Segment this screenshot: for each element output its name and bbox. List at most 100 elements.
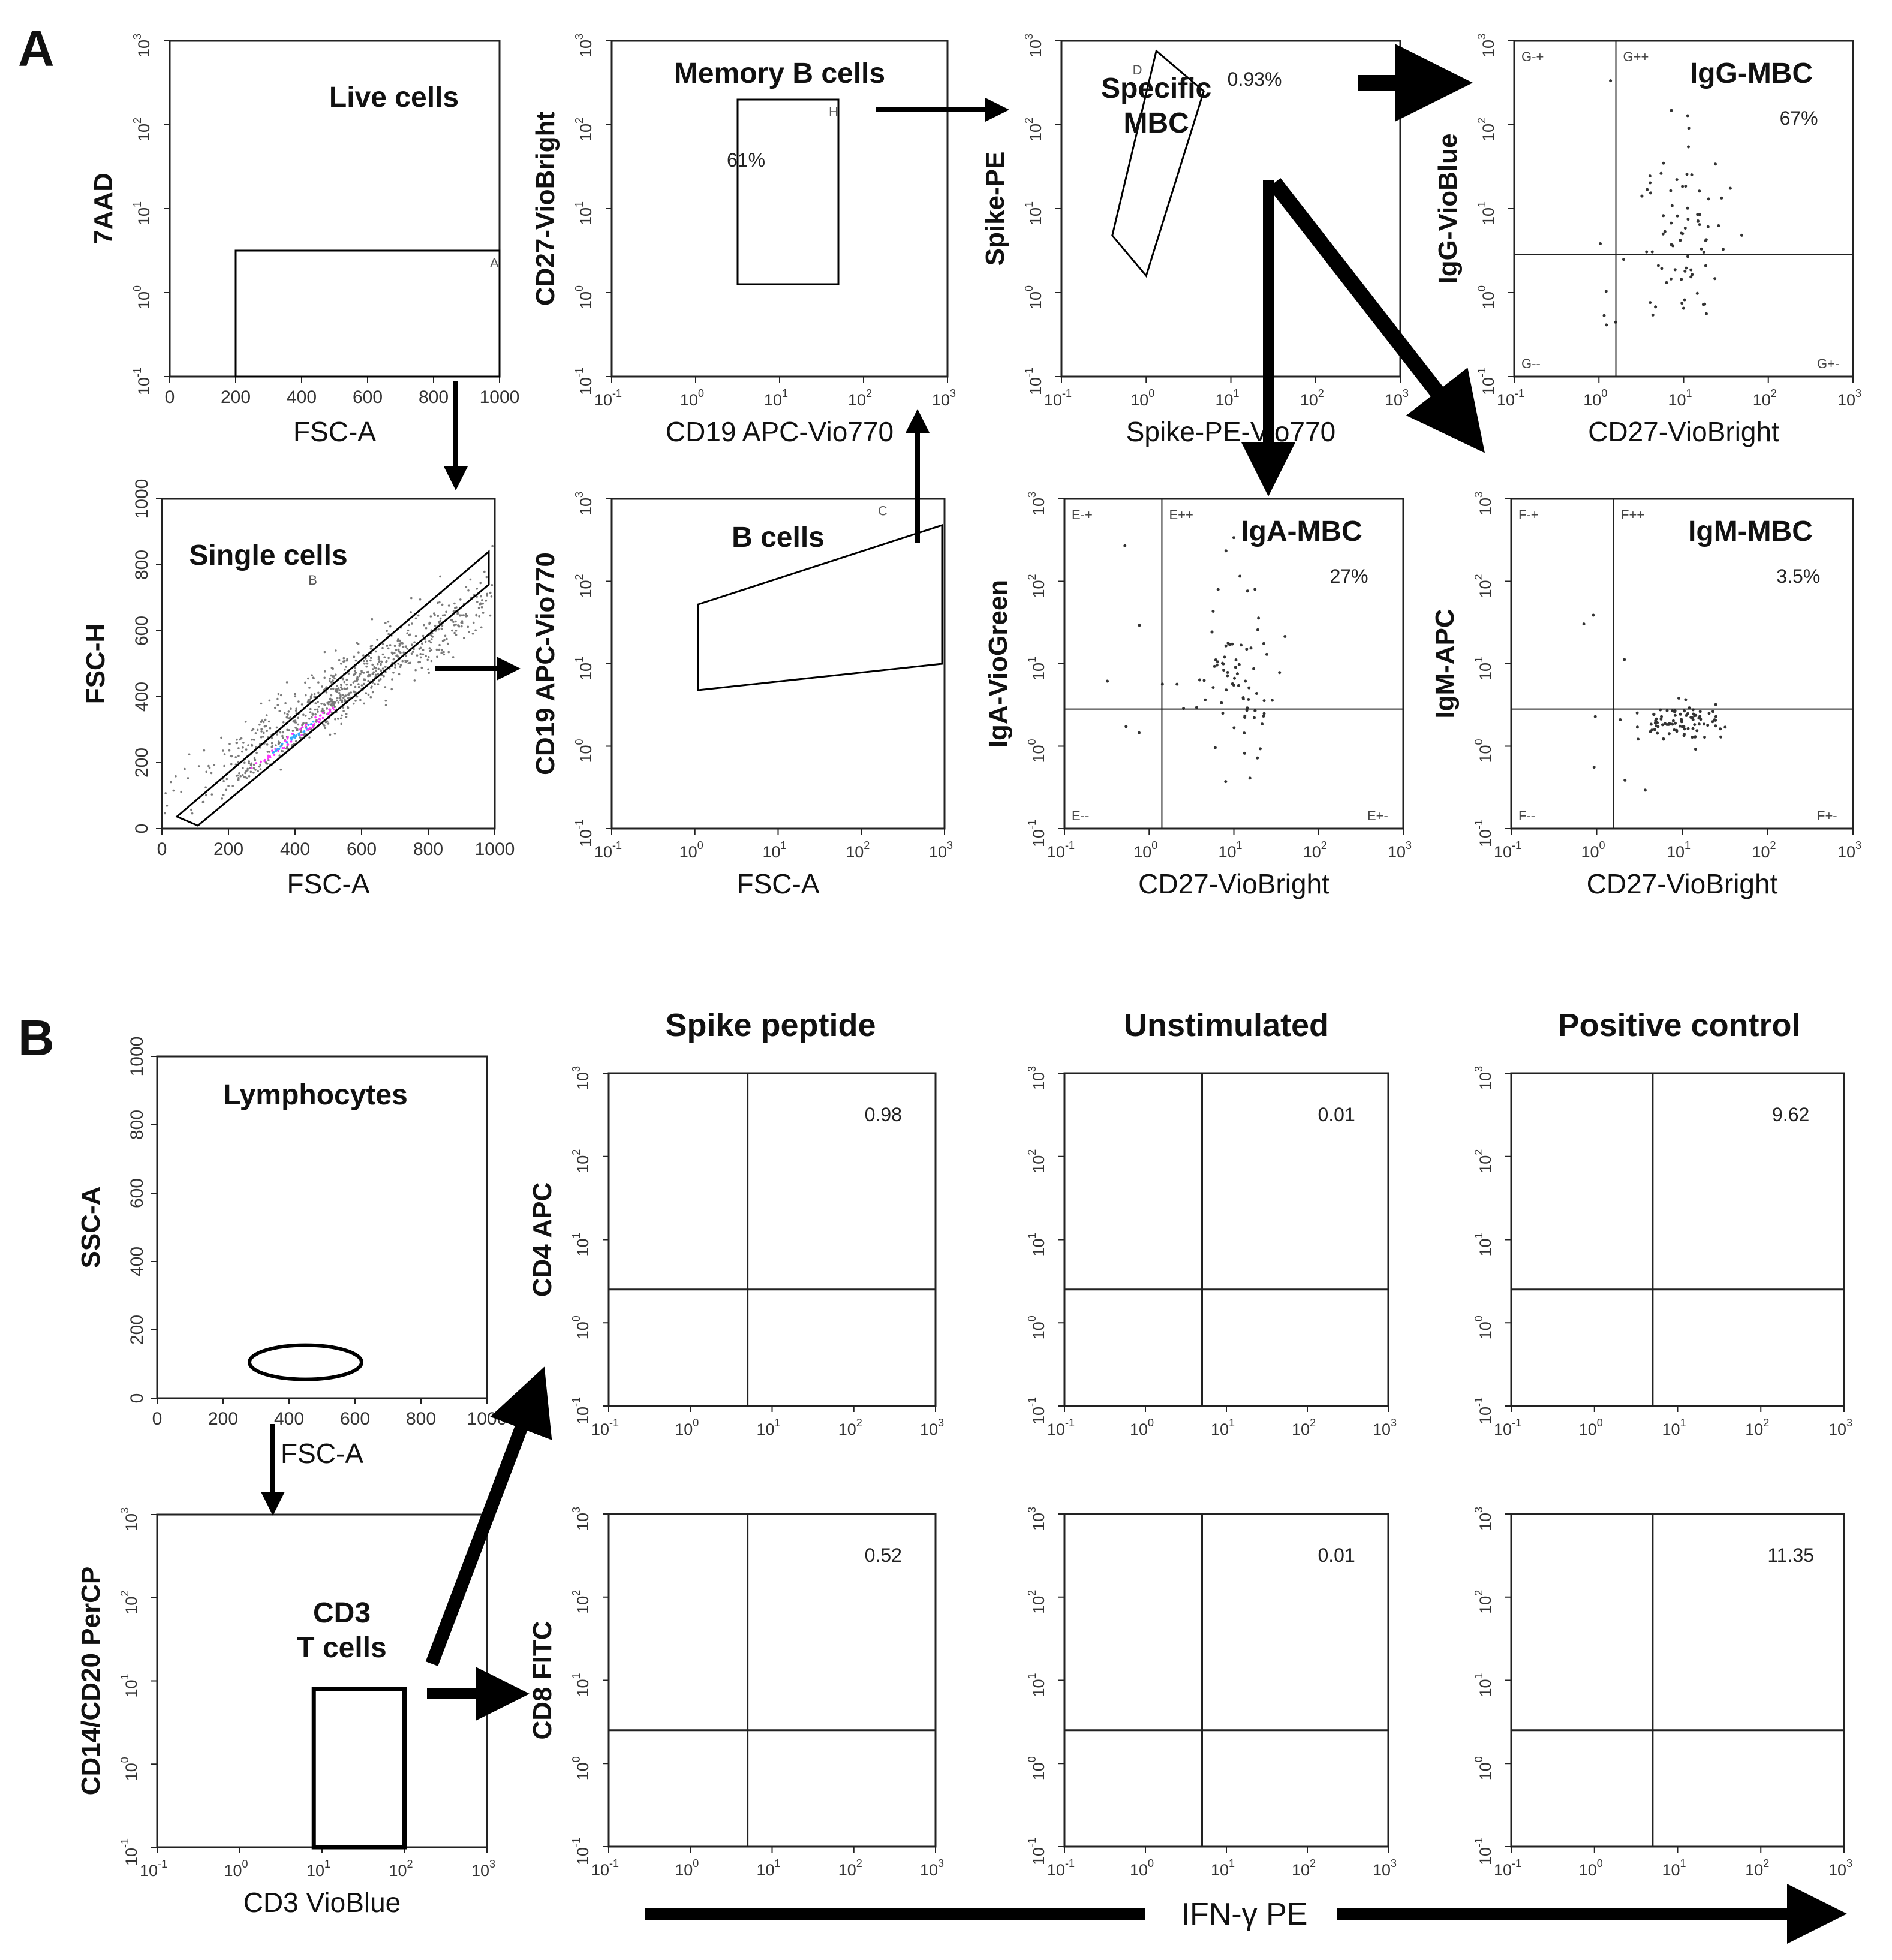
event-dot <box>357 685 360 688</box>
event-dot <box>290 739 293 741</box>
event-dot <box>360 684 363 687</box>
event-dot <box>380 660 383 663</box>
event-dot <box>353 673 355 676</box>
event-dot <box>323 724 326 727</box>
event-dot <box>249 770 252 773</box>
event-dot <box>325 686 327 688</box>
event-dot <box>265 725 267 727</box>
event-dot <box>411 622 413 625</box>
event-dot <box>327 703 330 706</box>
event-dot <box>252 767 255 770</box>
event-dot <box>486 594 488 597</box>
event-dot <box>435 648 438 651</box>
event-dot <box>345 683 348 686</box>
event-dot <box>255 751 258 754</box>
event-dot <box>345 716 348 718</box>
y-tick-label: 1000 <box>132 479 152 519</box>
event-dot <box>374 667 376 669</box>
event-dot <box>330 674 333 677</box>
event-dot <box>365 665 368 668</box>
event-dot <box>300 731 302 733</box>
event-dot <box>244 776 246 779</box>
event-dot <box>343 687 345 690</box>
event-dot <box>371 672 374 675</box>
event-dot <box>252 771 255 774</box>
event-dot <box>279 745 282 748</box>
event-dot <box>354 680 356 682</box>
event-dot <box>386 660 388 663</box>
event-dot <box>274 748 277 750</box>
event-dot <box>398 673 401 676</box>
event-dot <box>491 544 494 547</box>
event-dot <box>353 670 356 672</box>
event-dot <box>424 640 427 643</box>
event-dot <box>339 717 342 720</box>
event-dot <box>416 654 419 657</box>
event-dot <box>406 648 408 650</box>
event-dot <box>417 614 420 617</box>
event-dot <box>291 730 294 732</box>
event-dot <box>247 744 249 746</box>
plot-frame <box>161 498 496 830</box>
event-dot <box>376 639 378 641</box>
event-dot <box>328 700 330 703</box>
event-dot <box>267 757 269 760</box>
event-dot <box>333 677 336 680</box>
event-dot <box>308 718 311 720</box>
event-dot <box>187 777 189 779</box>
event-dot <box>346 687 349 690</box>
event-dot <box>480 595 482 598</box>
event-dot <box>330 704 333 707</box>
event-dot <box>203 749 206 752</box>
event-dot <box>312 720 315 723</box>
event-dot <box>304 715 307 717</box>
event-dot <box>405 645 407 648</box>
gate-polygon <box>175 549 490 827</box>
event-dot <box>332 667 334 670</box>
event-dot <box>363 660 365 663</box>
event-dot <box>302 733 305 736</box>
plot-bcells: 10-1 100 101 102 103 10-1 100 101 102 103 FSC-A CD1… <box>531 492 953 899</box>
event-dot <box>489 591 492 594</box>
event-dot <box>410 611 412 613</box>
event-dot <box>311 693 313 696</box>
plot-single: 0 200 400 600 800 1000 0 200 400 600 800 1000 FSC-A F… <box>81 479 515 899</box>
event-dot <box>283 746 285 749</box>
event-dot <box>438 621 440 624</box>
event-dot <box>260 760 262 763</box>
event-dot <box>374 650 377 653</box>
event-dot <box>447 604 450 607</box>
event-dot <box>358 675 361 678</box>
event-dot <box>340 663 342 665</box>
event-dot <box>429 641 432 644</box>
event-dot <box>287 710 290 713</box>
event-dot <box>279 731 282 734</box>
event-dot <box>311 726 314 729</box>
event-dot <box>410 597 413 600</box>
x-tick-label: 400 <box>280 839 310 859</box>
event-dot <box>272 751 275 754</box>
event-dot <box>275 726 278 729</box>
event-dot <box>284 740 287 742</box>
event-dot <box>337 687 340 690</box>
x-axis-label: FSC-A <box>293 416 376 447</box>
event-dot <box>264 758 266 761</box>
event-dot <box>260 736 263 739</box>
event-dot <box>290 707 292 710</box>
event-dot <box>389 644 392 646</box>
event-dot <box>381 653 384 656</box>
event-dot <box>411 643 413 646</box>
event-dot <box>294 693 296 696</box>
event-dot <box>286 728 288 731</box>
event-dot <box>428 649 431 652</box>
event-dot <box>297 716 300 719</box>
x-tick-label: 1000 <box>475 839 515 859</box>
event-dot <box>476 588 478 590</box>
event-dot <box>481 599 483 601</box>
event-dot <box>210 772 213 775</box>
event-dot <box>414 634 417 637</box>
y-tick-label: 100 <box>131 285 153 309</box>
event-dot <box>188 753 191 755</box>
event-dot <box>274 706 276 709</box>
event-dot <box>331 681 333 683</box>
